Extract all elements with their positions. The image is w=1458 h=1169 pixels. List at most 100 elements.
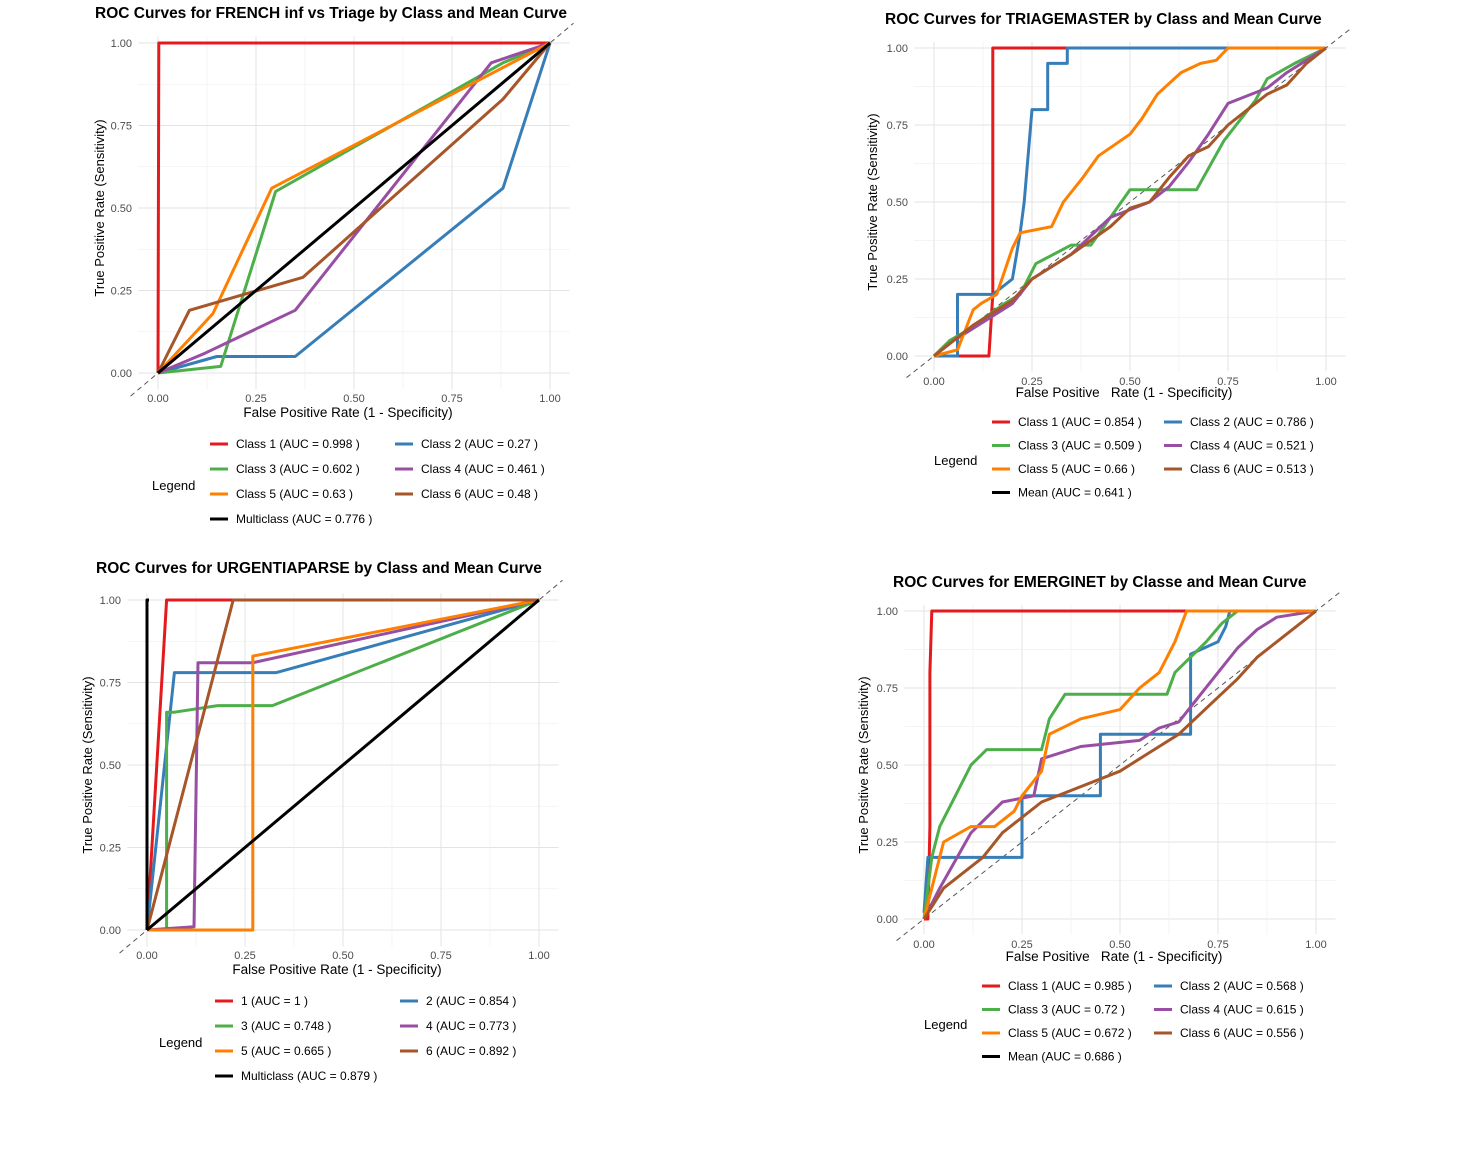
legend-entry: Class 4 (AUC = 0.461 ) <box>421 462 545 476</box>
x-tick-label: 0.00 <box>913 939 934 951</box>
y-tick-label: 0.75 <box>111 121 132 133</box>
y-tick-label: 0.00 <box>887 351 908 363</box>
x-tick-label: 0.25 <box>245 393 266 405</box>
x-tick-label: 1.00 <box>1305 939 1326 951</box>
roc-curve-series-6 <box>922 609 1317 920</box>
roc-chart-4: 0.00 0.00 0.25 0.25 0.50 0.50 0.75 0.75 1.00 1.00… <box>856 574 1340 1064</box>
y-tick-label: 1.00 <box>100 595 121 607</box>
x-tick-label: 0.00 <box>147 393 168 405</box>
y-tick-label: 0.50 <box>877 760 898 772</box>
roc-curve-series-2 <box>934 46 1326 358</box>
roc-chart-1: 0.00 0.00 0.25 0.25 0.50 0.50 0.75 0.75 1.00 1.00… <box>92 5 574 526</box>
roc-curve-series-2 <box>157 42 552 375</box>
x-tick-label: 0.00 <box>923 376 944 388</box>
y-tick-label: 0.75 <box>877 683 898 695</box>
y-tick-label: 0.00 <box>100 925 121 937</box>
x-axis-label: False Positive Rate (1 - Specificity) <box>1016 385 1233 400</box>
roc-curve-series-7 <box>157 41 551 375</box>
legend-entry: Class 1 (AUC = 0.998 ) <box>236 437 360 451</box>
roc-curve-series-6 <box>156 42 552 374</box>
legend-entry: Class 3 (AUC = 0.602 ) <box>236 462 360 476</box>
y-axis-label: True Positive Rate (Sensitivity) <box>856 676 871 853</box>
legend-entry: Mean (AUC = 0.686 ) <box>1008 1050 1122 1064</box>
y-tick-label: 0.25 <box>877 837 898 849</box>
roc-curve-series-3 <box>157 41 551 375</box>
y-tick-label: 0.25 <box>100 843 121 855</box>
legend-entry: Class 1 (AUC = 0.985 ) <box>1008 979 1132 993</box>
legend-entry: Class 1 (AUC = 0.854 ) <box>1018 415 1142 429</box>
y-tick-label: 0.25 <box>887 274 908 286</box>
roc-chart-3: 0.00 0.00 0.25 0.25 0.50 0.50 0.75 0.75 1.00 1.00… <box>80 560 563 1083</box>
x-tick-label: 1.00 <box>1315 376 1336 388</box>
roc-curve-series-7 <box>146 598 540 932</box>
y-tick-label: 1.00 <box>877 606 898 618</box>
legend-entry: Class 5 (AUC = 0.672 ) <box>1008 1026 1132 1040</box>
x-tick-label: 0.00 <box>136 950 157 962</box>
roc-curve-series-8 <box>145 598 149 930</box>
legend-entry: 2 (AUC = 0.854 ) <box>426 994 516 1008</box>
y-tick-label: 0.25 <box>111 286 132 298</box>
x-tick-label: 0.25 <box>1021 376 1042 388</box>
x-tick-label: 0.75 <box>1217 376 1238 388</box>
legend-entry: 3 (AUC = 0.748 ) <box>241 1019 331 1033</box>
y-axis-label: True Positive Rate (Sensitivity) <box>865 113 880 290</box>
roc-curve-series-4 <box>933 46 1327 358</box>
roc-chart-2: 0.00 0.00 0.25 0.25 0.50 0.50 0.75 0.75 1.00 1.00… <box>865 11 1350 500</box>
legend-title: Legend <box>152 478 195 493</box>
y-tick-label: 1.00 <box>111 38 132 50</box>
y-tick-label: 0.00 <box>111 368 132 380</box>
legend-entry: Class 2 (AUC = 0.786 ) <box>1190 415 1314 429</box>
legend-entry: Mean (AUC = 0.641 ) <box>1018 486 1132 500</box>
roc-curve-series-6 <box>145 598 539 931</box>
x-tick-label: 0.75 <box>1207 939 1228 951</box>
x-tick-label: 0.50 <box>1109 939 1130 951</box>
x-tick-label: 0.75 <box>441 393 462 405</box>
roc-curve-series-2 <box>145 598 540 931</box>
chart-title: ROC Curves for URGENTIAPARSE by Class an… <box>96 560 542 577</box>
chart-title: ROC Curves for EMERGINET by Classe and M… <box>893 574 1307 591</box>
roc-curve-series-5 <box>156 41 551 375</box>
x-axis-label: False Positive Rate (1 - Specificity) <box>1006 949 1223 964</box>
x-axis-label: False Positive Rate (1 - Specificity) <box>232 962 441 977</box>
roc-curve-series-1 <box>924 609 1316 921</box>
legend-entry: Multiclass (AUC = 0.879 ) <box>241 1069 377 1083</box>
legend-entry: Class 4 (AUC = 0.615 ) <box>1180 1003 1304 1017</box>
legend-entry: Class 5 (AUC = 0.66 ) <box>1018 462 1135 476</box>
legend-entry: 5 (AUC = 0.665 ) <box>241 1044 331 1058</box>
roc-curve-series-5 <box>147 598 540 932</box>
roc-curve-series-4 <box>157 41 551 375</box>
roc-curve-series-1 <box>156 41 550 374</box>
x-tick-label: 0.75 <box>430 950 451 962</box>
roc-curve-series-5 <box>933 46 1326 358</box>
legend-entry: Class 2 (AUC = 0.568 ) <box>1180 979 1304 993</box>
roc-curve-series-1 <box>934 46 1326 358</box>
x-axis-label: False Positive Rate (1 - Specificity) <box>243 405 452 420</box>
legend-entry: 6 (AUC = 0.892 ) <box>426 1044 516 1058</box>
legend-entry: 4 (AUC = 0.773 ) <box>426 1019 516 1033</box>
legend: Legend 1 (AUC = 1 ) 2 (AUC = 0.854 ) 3 (AUC… <box>159 994 516 1083</box>
legend-entry: Class 3 (AUC = 0.72 ) <box>1008 1003 1125 1017</box>
y-tick-label: 0.75 <box>887 120 908 132</box>
legend-entry: Class 5 (AUC = 0.63 ) <box>236 487 353 501</box>
roc-curve-series-5 <box>922 609 1316 920</box>
grid <box>904 604 1336 935</box>
y-tick-label: 0.50 <box>100 760 121 772</box>
legend-entry: Class 4 (AUC = 0.521 ) <box>1190 439 1314 453</box>
chart-title: ROC Curves for TRIAGEMASTER by Class and… <box>885 11 1322 28</box>
y-tick-label: 0.75 <box>100 678 121 690</box>
y-tick-label: 0.00 <box>877 914 898 926</box>
legend-entry: Class 6 (AUC = 0.48 ) <box>421 487 538 501</box>
legend-entry: 1 (AUC = 1 ) <box>241 994 308 1008</box>
roc-curve-series-6 <box>933 46 1327 358</box>
y-axis-label: True Positive Rate (Sensitivity) <box>80 676 95 853</box>
legend-entry: Class 3 (AUC = 0.509 ) <box>1018 439 1142 453</box>
legend-entry: Class 6 (AUC = 0.513 ) <box>1190 462 1314 476</box>
legend: Legend Class 1 (AUC = 0.854 ) Class 2 (AUC… <box>934 415 1314 500</box>
x-tick-label: 0.25 <box>234 950 255 962</box>
chart-title: ROC Curves for FRENCH inf vs Triage by C… <box>95 5 567 22</box>
x-tick-label: 0.50 <box>332 950 353 962</box>
y-tick-label: 0.50 <box>887 197 908 209</box>
legend-entry: Class 6 (AUC = 0.556 ) <box>1180 1026 1304 1040</box>
x-tick-label: 0.25 <box>1011 939 1032 951</box>
